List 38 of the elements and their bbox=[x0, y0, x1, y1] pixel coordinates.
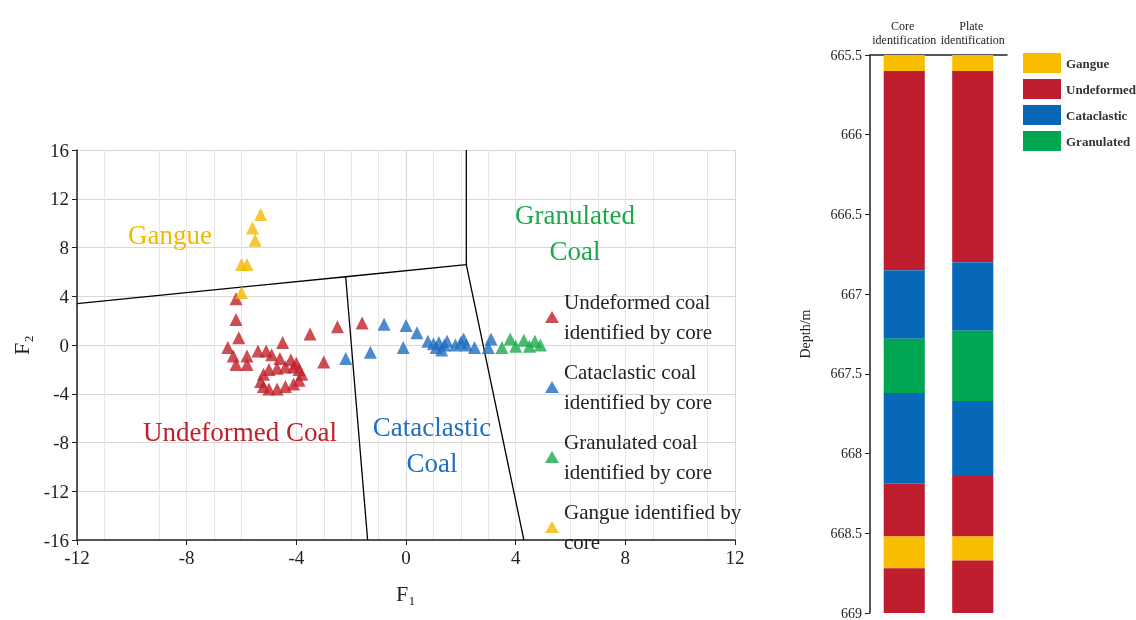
y-tick-label: 668 bbox=[841, 446, 862, 462]
x-tick-label: -4 bbox=[288, 547, 305, 568]
legend-label: Cataclastic bbox=[1066, 107, 1128, 123]
annotation: Cataclastic Coal bbox=[371, 411, 493, 480]
annotation: Gangue bbox=[127, 219, 213, 252]
legend-label: Undeformed bbox=[1066, 81, 1136, 97]
y-tick-label: 669 bbox=[841, 605, 862, 620]
x-axis-title: F₁ bbox=[396, 580, 416, 606]
x-tick-label: 4 bbox=[510, 547, 521, 568]
annotation: Granulated Coal bbox=[514, 199, 636, 268]
y-tick-label: 666 bbox=[841, 127, 862, 143]
annotation: Undeformed Coal bbox=[141, 416, 339, 449]
x-tick-label: 0 bbox=[401, 547, 411, 568]
x-tick-label: -8 bbox=[178, 547, 195, 568]
y-tick-label: 4 bbox=[59, 285, 70, 307]
legend-label: Cataclastic coal identified by core bbox=[564, 360, 713, 414]
y-tick-label: 16 bbox=[50, 139, 69, 161]
legend-label: Granulated bbox=[1066, 133, 1132, 149]
y-axis-title: F₂ bbox=[9, 335, 35, 355]
y-axis-title: Depth/m bbox=[797, 309, 813, 359]
y-tick-label: 0 bbox=[59, 334, 69, 356]
x-tick-label: 12 bbox=[725, 547, 745, 568]
y-tick-label: 8 bbox=[59, 237, 69, 258]
y-tick-label: 665.5 bbox=[830, 47, 862, 63]
y-tick-label: 12 bbox=[50, 188, 69, 210]
y-tick-label: 666.5 bbox=[830, 206, 862, 222]
x-tick-label: Core identification bbox=[872, 19, 937, 47]
y-tick-label: -8 bbox=[53, 432, 69, 453]
legend-label: Gangue bbox=[1066, 55, 1110, 71]
x-tick-label: Plate identification bbox=[940, 19, 1005, 47]
legend-label: Granulated coal identified by core bbox=[564, 430, 713, 484]
y-tick-label: -12 bbox=[43, 480, 69, 502]
y-tick-label: 667 bbox=[841, 286, 862, 302]
y-tick-label: -16 bbox=[43, 529, 69, 551]
legend-label: Undeformed coal identified by core bbox=[564, 290, 716, 344]
y-tick-label: -4 bbox=[53, 383, 70, 405]
y-tick-label: 668.5 bbox=[830, 525, 862, 541]
y-tick-label: 667.5 bbox=[830, 366, 862, 382]
